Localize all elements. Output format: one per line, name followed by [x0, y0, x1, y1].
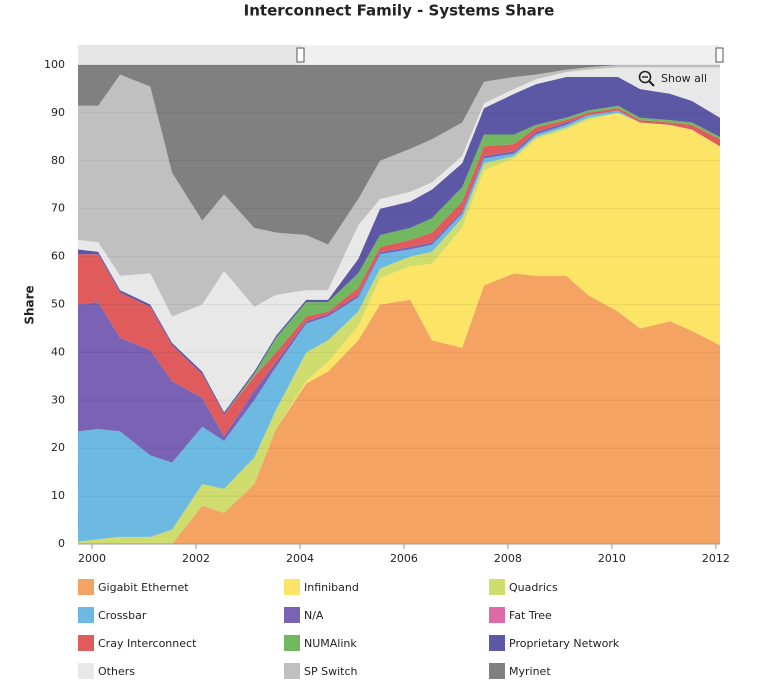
navigator-window[interactable]: [301, 45, 720, 65]
legend-label: Quadrics: [509, 581, 558, 594]
y-tick-label: 30: [51, 393, 65, 406]
legend-swatch: [489, 663, 505, 679]
y-axis-title: Share: [23, 285, 37, 324]
x-tick-label: 2010: [598, 552, 626, 565]
navigator-handle[interactable]: [296, 47, 305, 63]
x-tick-label: 2012: [702, 552, 730, 565]
legend-swatch: [78, 607, 94, 623]
y-tick-label: 20: [51, 441, 65, 454]
legend-swatch: [489, 579, 505, 595]
x-tick-label: 2004: [286, 552, 314, 565]
x-tick-label: 2006: [390, 552, 418, 565]
area: [78, 273, 720, 544]
zoom-button-label[interactable]: Show all: [661, 72, 707, 85]
legend-label: Proprietary Network: [509, 637, 620, 650]
legend-label: Fat Tree: [509, 609, 552, 622]
area: [78, 76, 720, 415]
legend-swatch: [284, 635, 300, 651]
legend-swatch: [78, 663, 94, 679]
chart-title: Interconnect Family - Systems Share: [244, 2, 555, 20]
x-tick-label: 2008: [494, 552, 522, 565]
legend-label: SP Switch: [304, 665, 358, 678]
legend-label: Others: [98, 665, 135, 678]
area: [78, 110, 720, 542]
legend-swatch: [489, 607, 505, 623]
legend-swatch: [284, 663, 300, 679]
y-tick-label: 40: [51, 345, 65, 358]
zoom-icon: [648, 80, 655, 87]
zoom-button[interactable]: Show all: [638, 70, 708, 87]
y-tick-label: 60: [51, 250, 65, 263]
legend-label: N/A: [304, 609, 324, 622]
legend-swatch: [78, 579, 94, 595]
legend-swatch: [284, 607, 300, 623]
legend-label: Crossbar: [98, 609, 147, 622]
legend-label: Gigabit Ethernet: [98, 581, 189, 594]
legend-swatch: [489, 635, 505, 651]
x-tick-label: 2002: [182, 552, 210, 565]
legend-label: Infiniband: [304, 581, 359, 594]
area: [78, 112, 720, 545]
y-tick-label: 100: [44, 58, 65, 71]
area: [78, 110, 720, 463]
legend-swatch: [284, 579, 300, 595]
y-tick-label: 50: [51, 298, 65, 311]
navigator-handle[interactable]: [715, 47, 724, 63]
area: [78, 67, 720, 413]
y-tick-label: 10: [51, 489, 65, 502]
legend-label: Myrinet: [509, 665, 551, 678]
x-tick-label: 2000: [78, 552, 106, 565]
area: [78, 65, 720, 245]
legend-label: NUMAlink: [304, 637, 357, 650]
y-tick-label: 80: [51, 154, 65, 167]
legend-label: Cray Interconnect: [98, 637, 197, 650]
plot-area: [78, 65, 720, 545]
legend-swatch: [78, 635, 94, 651]
y-tick-label: 70: [51, 202, 65, 215]
y-tick-label: 0: [58, 537, 65, 550]
zoom-icon: [638, 70, 652, 84]
area: [78, 65, 720, 317]
y-tick-label: 90: [51, 106, 65, 119]
